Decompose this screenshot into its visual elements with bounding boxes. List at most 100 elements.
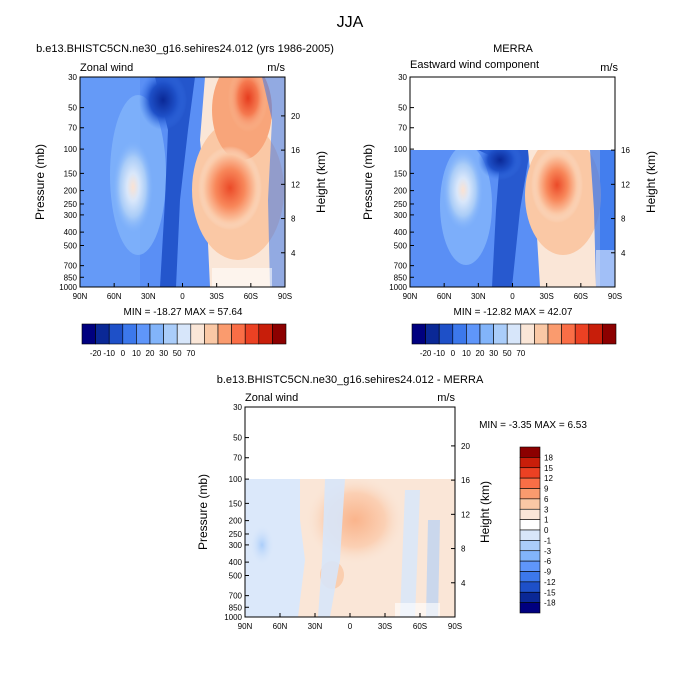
panel1-ytick-label: 100 (64, 145, 78, 154)
panel1-height-ticks: 20 16 12 8 4 (281, 112, 300, 258)
panel2-ylabel-right: Height (km) (644, 151, 658, 213)
panel2-xtick-label: 90N (403, 292, 418, 301)
panel2-stats: MIN = -12.82 MAX = 42.07 (454, 307, 573, 318)
panel1-sh-polar-easterly (262, 77, 285, 287)
colorbar-top-left-label: 30 (159, 349, 168, 358)
colorbar-top-right-swatch (411, 323, 426, 345)
panel3-surface-mask (395, 603, 440, 617)
panel3-left-label: Zonal wind (245, 392, 298, 404)
colorbar-difference-label: 15 (544, 464, 553, 473)
colorbar-difference-label: -15 (544, 588, 556, 597)
colorbar-top-left-swatch (272, 323, 287, 345)
colorbar-top-left-swatch (190, 323, 205, 345)
panel1-easterly-band (142, 77, 195, 287)
panel1-ytick-label: 250 (64, 200, 78, 209)
panel1-xtick-label: 30S (210, 292, 224, 301)
panel3-ytick-label: 100 (229, 475, 243, 484)
panel3-htick-label: 8 (461, 545, 466, 554)
colorbar-difference-swatch (519, 581, 541, 593)
panel1-title: b.e13.BHISTC5CN.ne30_g16.sehires24.012 (… (36, 43, 334, 55)
panel3-height-ticks: 20 16 12 8 4 (451, 442, 470, 588)
panel3-ytick-label: 400 (229, 558, 243, 567)
colorbar-difference-swatch (519, 602, 541, 614)
panel1-ytick-label: 30 (68, 73, 77, 82)
panel2-nh-jet (443, 150, 483, 230)
colorbar-top-left-swatch (136, 323, 151, 345)
colorbar-top-right-swatch (479, 323, 494, 345)
colorbar-difference-swatch (519, 477, 541, 489)
panel1-htick-label: 20 (291, 112, 300, 121)
panel2-height-ticks: 16 12 8 4 (611, 146, 630, 258)
colorbar-difference-swatch (519, 571, 541, 583)
panel1-htick-label: 12 (291, 180, 300, 189)
colorbar-top-left-label: -10 (103, 349, 115, 358)
panel2-ytick-label: 500 (394, 241, 408, 250)
colorbar-top-right-swatch (466, 323, 481, 345)
panel-merra: MERRA Eastward wind component m/s 30 50 70… (361, 43, 658, 318)
colorbar-top-right-swatch (520, 323, 535, 345)
colorbar-top-right-swatch (588, 323, 603, 345)
panel2-ytick-label: 850 (394, 273, 408, 282)
colorbar-top-right-label: -10 (433, 349, 445, 358)
panel1-x-ticks: 90N 60N 30N 0 30S 60S 90S (73, 283, 292, 301)
panel2-easterly-band (478, 150, 530, 287)
colorbar-difference-swatch (519, 508, 541, 520)
panel3-htick-label: 20 (461, 442, 470, 451)
colorbar-difference-label: -18 (544, 599, 556, 608)
colorbar-difference-label: 9 (544, 485, 549, 494)
colorbar-difference-swatch (519, 488, 541, 500)
colorbar-top-left-swatch (149, 323, 164, 345)
panel1-polar-night-jet (228, 77, 268, 132)
colorbar-top-right-swatch (452, 323, 467, 345)
panel2-ytick-label: 300 (394, 211, 408, 220)
panel1-stats: MIN = -18.27 MAX = 57.64 (124, 307, 243, 318)
colorbar-top-right-swatch (493, 323, 508, 345)
panel-difference: b.e13.BHISTC5CN.ne30_g16.sehires24.012 -… (196, 374, 587, 631)
panel3-ytick-label: 500 (229, 571, 243, 580)
colorbar-top-left-swatch (258, 323, 273, 345)
panel2-x-ticks: 90N 60N 30N 0 30S 60S 90S (403, 283, 622, 301)
panel2-htick-label: 12 (621, 180, 630, 189)
colorbar-difference-swatch (519, 498, 541, 510)
panel2-xtick-label: 30S (540, 292, 554, 301)
panel2-xtick-label: 90S (608, 292, 622, 301)
panel3-xtick-label: 30N (308, 622, 323, 631)
colorbar-top-right-swatch (547, 323, 562, 345)
panel3-ytick-label: 150 (229, 499, 243, 508)
colorbar-difference-swatch (519, 457, 541, 469)
panel-model: b.e13.BHISTC5CN.ne30_g16.sehires24.012 (… (33, 43, 334, 318)
colorbar-top-right-swatch (425, 323, 440, 345)
panel3-ytick-label: 70 (233, 454, 242, 463)
panel1-ytick-label: 70 (68, 124, 77, 133)
panel3-ytick-label: 700 (229, 592, 243, 601)
colorbar-top-right-label: 30 (489, 349, 498, 358)
colorbar-top-right-swatch (506, 323, 522, 345)
colorbar-top-left-swatch (81, 323, 96, 345)
panel3-stats: MIN = -3.35 MAX = 6.53 (479, 420, 587, 431)
colorbar-top-right-label: 0 (451, 349, 456, 358)
panel2-ylabel: Pressure (mb) (361, 144, 375, 220)
panel1-ylabel: Pressure (mb) (33, 144, 47, 220)
panel1-xtick-label: 0 (180, 292, 185, 301)
panel1-nh-jet (113, 141, 153, 233)
panel2-ytick-label: 400 (394, 228, 408, 237)
panel1-xtick-label: 90N (73, 292, 88, 301)
panel1-ytick-label: 1000 (59, 283, 77, 292)
panel1-ytick-label: 850 (64, 273, 78, 282)
colorbar-top-right-swatch (574, 323, 590, 345)
panel3-xtick-label: 0 (348, 622, 353, 631)
panel3-neutral-streak (318, 479, 345, 617)
panel3-units: m/s (437, 392, 455, 404)
panel1-sh-subtropical-jet (198, 146, 262, 230)
panel1-htick-label: 8 (291, 215, 296, 224)
panel2-surface-mask (596, 250, 615, 287)
panel2-field (410, 150, 615, 287)
colorbar-top-right-label: 50 (503, 349, 512, 358)
panel3-ytick-label: 50 (233, 434, 242, 443)
colorbar-top-right-label: 20 (476, 349, 485, 358)
panel1-field (80, 77, 285, 287)
panel2-xtick-label: 60N (437, 292, 452, 301)
panel2-ytick-label: 50 (398, 104, 407, 113)
colorbar-difference-swatch (519, 591, 541, 603)
